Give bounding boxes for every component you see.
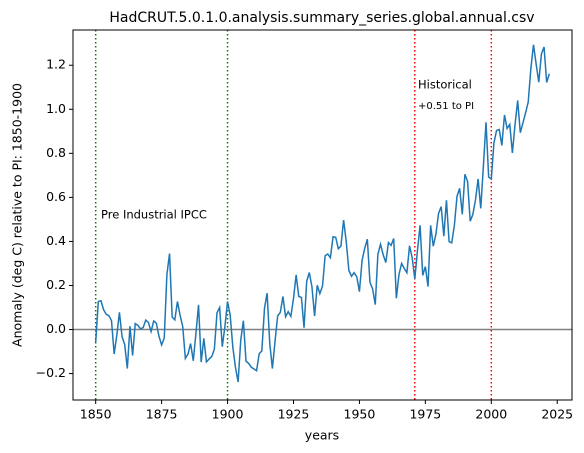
x-tick-label: 1925 <box>278 407 310 422</box>
y-tick-label: 0.0 <box>46 321 66 336</box>
plot-frame <box>72 29 573 401</box>
y-tick-label: 0.4 <box>46 233 66 248</box>
annotation: Pre Industrial IPCC <box>101 208 207 222</box>
x-axis-label: years <box>305 428 339 443</box>
y-tick-label: −0.2 <box>36 365 66 380</box>
y-tick-label: 0.8 <box>46 145 66 160</box>
annotation: Historical <box>418 78 472 92</box>
y-tick-label: 0.6 <box>46 189 66 204</box>
y-tick-label: 0.2 <box>46 277 66 292</box>
y-axis-label: Anomaly (deg C) relative to PI: 1850-190… <box>10 83 25 347</box>
annotation: +0.51 to PI <box>418 101 474 112</box>
x-tick-label: 1900 <box>212 407 244 422</box>
x-tick-label: 1850 <box>80 407 112 422</box>
x-tick-label: 2000 <box>475 407 507 422</box>
data-line <box>94 44 551 383</box>
x-tick-label: 1875 <box>146 407 178 422</box>
x-tick-label: 1950 <box>344 407 376 422</box>
x-tick-label: 2025 <box>541 407 573 422</box>
y-tick-label: 1.0 <box>46 101 66 116</box>
chart-title: HadCRUT.5.0.1.0.analysis.summary_series.… <box>109 10 534 26</box>
y-tick-label: 1.2 <box>46 57 66 72</box>
x-tick-label: 1975 <box>409 407 441 422</box>
